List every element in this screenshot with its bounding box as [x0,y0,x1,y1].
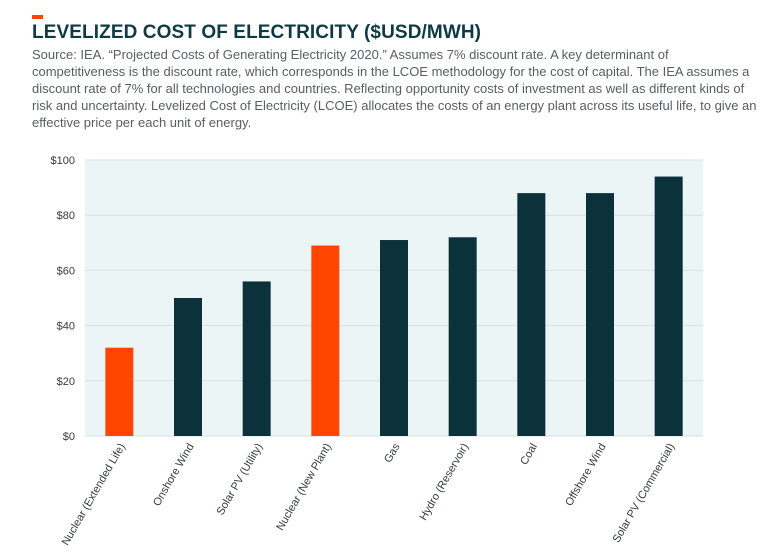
chart-source-note: Source: IEA. “Projected Costs of Generat… [32,47,757,130]
x-category-label: Onshore Wind [151,442,197,509]
x-category-label: Coal [518,442,540,468]
x-category-label: Solar PV (Utility) [215,442,266,518]
bar [105,347,134,436]
bar-chart: $0 $20 $40 $60 $80 $100 Nuclear (Extended Life… [51,155,703,548]
bar [311,245,340,436]
x-category-label: Offshore Wind [563,442,608,509]
y-tick-label: $100 [51,155,75,167]
bar [517,193,546,436]
bar [242,281,271,436]
x-category-label: Nuclear (Extended Life) [60,442,128,548]
y-tick-label: $60 [57,265,75,277]
x-category-label: Solar PV (Commercial) [611,442,678,545]
bar [174,298,202,436]
y-tick-label: $20 [57,376,75,388]
chart-title: LEVELIZED COST OF ELECTRICITY ($USD/MWH) [32,22,482,43]
y-tick-label: $0 [63,431,75,443]
bar [654,176,683,436]
bar [586,193,614,436]
title-accent-mark [32,15,43,19]
bar [448,237,477,436]
bar [380,240,408,436]
x-category-label: Nuclear (New Plant) [274,442,334,533]
y-tick-label: $40 [57,321,75,333]
y-tick-label: $80 [57,210,75,222]
x-category-label: Gas [382,441,403,465]
x-category-label: Hydro (Reservoir) [417,442,471,523]
